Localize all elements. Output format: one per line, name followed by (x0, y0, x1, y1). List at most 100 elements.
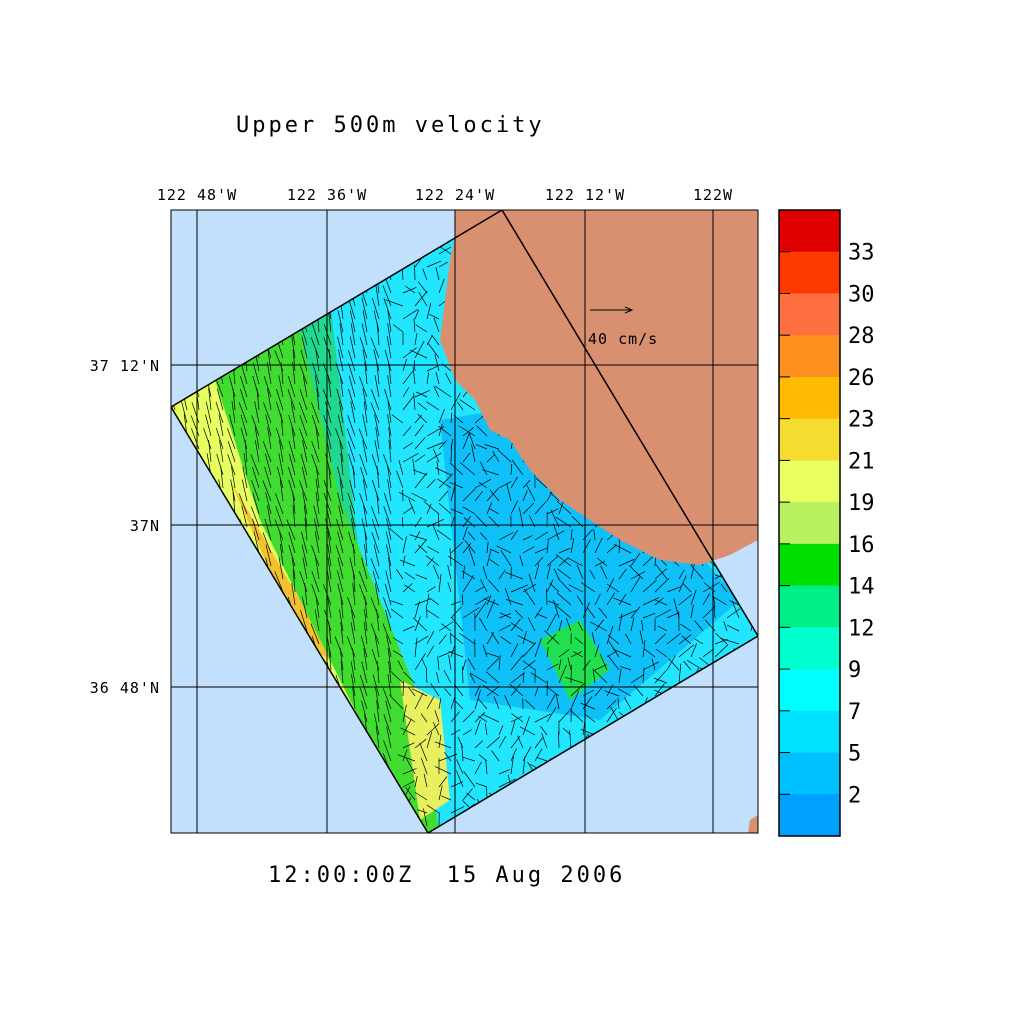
velocity-arrow (244, 440, 248, 463)
velocity-arrow (392, 324, 404, 333)
velocity-arrow (301, 596, 308, 619)
velocity-arrow (458, 425, 476, 437)
velocity-arrow (383, 506, 392, 528)
velocity-arrow (409, 534, 428, 541)
colorbar-swatch (779, 543, 840, 587)
velocity-arrow (546, 530, 565, 541)
velocity-arrow (374, 414, 380, 437)
velocity-arrow (432, 524, 440, 541)
velocity-arrow (654, 599, 668, 606)
velocity-arrow (337, 557, 344, 580)
velocity-arrow (589, 569, 596, 580)
velocity-arrow (618, 568, 627, 580)
velocity-arrow (426, 557, 434, 567)
velocity-arrow (511, 459, 524, 476)
velocity-arrow (241, 505, 248, 528)
velocity-arrow (385, 544, 392, 567)
colorbar-swatch (779, 669, 840, 712)
latitude-label: 37 12'N (90, 357, 160, 375)
velocity-arrow (337, 336, 344, 359)
velocity-arrow (534, 563, 540, 580)
velocity-arrow (274, 571, 284, 593)
velocity-arrow (383, 597, 392, 619)
velocity-arrow (299, 415, 308, 437)
velocity-arrow (383, 740, 392, 762)
velocity-arrow (457, 736, 464, 749)
velocity-arrow (594, 619, 604, 632)
velocity-arrow (352, 544, 356, 567)
velocity-arrow (371, 479, 380, 502)
velocity-arrow (291, 427, 296, 450)
velocity-arrow (352, 570, 356, 593)
velocity-arrow (373, 310, 380, 333)
velocity-arrow (489, 548, 500, 554)
velocity-arrow (340, 622, 344, 645)
longitude-label: 122 24'W (415, 186, 495, 204)
colorbar-swatch (779, 210, 840, 253)
velocity-arrow (328, 622, 332, 645)
velocity-arrow (546, 555, 559, 567)
velocity-arrow (450, 632, 452, 645)
velocity-arrow (463, 771, 476, 788)
velocity-arrow (654, 577, 670, 593)
velocity-arrow (240, 414, 248, 437)
velocity-arrow (486, 631, 495, 645)
velocity-arrow (488, 507, 500, 515)
velocity-arrow (303, 505, 308, 528)
velocity-arrow (417, 809, 428, 814)
velocity-arrow (426, 645, 435, 658)
velocity-arrow (215, 427, 224, 450)
velocity-arrow (386, 336, 392, 359)
velocity-arrow (288, 531, 296, 554)
velocity-arrow (546, 663, 559, 671)
velocity-arrow (558, 557, 569, 567)
velocity-arrow (438, 621, 454, 632)
velocity-arrow (402, 704, 407, 723)
velocity-arrow (576, 564, 584, 580)
velocity-arrow (438, 246, 452, 255)
velocity-arrow (686, 660, 704, 671)
velocity-arrow (434, 710, 440, 723)
velocity-arrow (485, 671, 500, 684)
velocity-arrow (413, 318, 416, 333)
velocity-arrow (349, 310, 356, 333)
velocity-arrow (310, 337, 320, 359)
velocity-arrow (349, 479, 356, 502)
velocity-arrow (264, 466, 272, 489)
velocity-arrow (492, 450, 500, 463)
velocity-arrow (263, 402, 272, 424)
velocity-arrow (302, 440, 308, 463)
velocity-arrow (205, 414, 212, 437)
velocity-arrow (607, 634, 620, 645)
velocity-arrow (347, 597, 356, 619)
velocity-arrow (594, 664, 607, 671)
velocity-arrow (449, 548, 452, 567)
velocity-arrow (352, 648, 356, 671)
velocity-arrow (426, 731, 433, 749)
velocity-arrow (510, 584, 529, 593)
velocity-arrow (250, 454, 260, 476)
velocity-arrow (534, 748, 543, 762)
colorbar-label: 2 (848, 783, 861, 808)
velocity-arrow (526, 484, 536, 502)
velocity-arrow (434, 741, 452, 749)
land (748, 815, 758, 833)
velocity-arrow (393, 637, 404, 645)
velocity-arrow (668, 658, 680, 671)
velocity-arrow (327, 596, 332, 619)
velocity-arrow (570, 529, 573, 541)
velocity-arrow (573, 651, 584, 658)
velocity-arrow (348, 388, 356, 411)
velocity-arrow (522, 630, 527, 645)
velocity-arrow (240, 388, 248, 411)
velocity-arrow (567, 557, 584, 567)
velocity-arrow (327, 531, 332, 554)
velocity-arrow (462, 607, 480, 619)
velocity-arrow (325, 401, 332, 424)
colorbar-swatch (779, 418, 840, 461)
velocity-arrow (590, 621, 608, 632)
velocity-arrow (267, 427, 272, 450)
velocity-arrow (398, 460, 404, 476)
velocity-arrow (337, 414, 344, 437)
velocity-arrow (339, 323, 344, 346)
